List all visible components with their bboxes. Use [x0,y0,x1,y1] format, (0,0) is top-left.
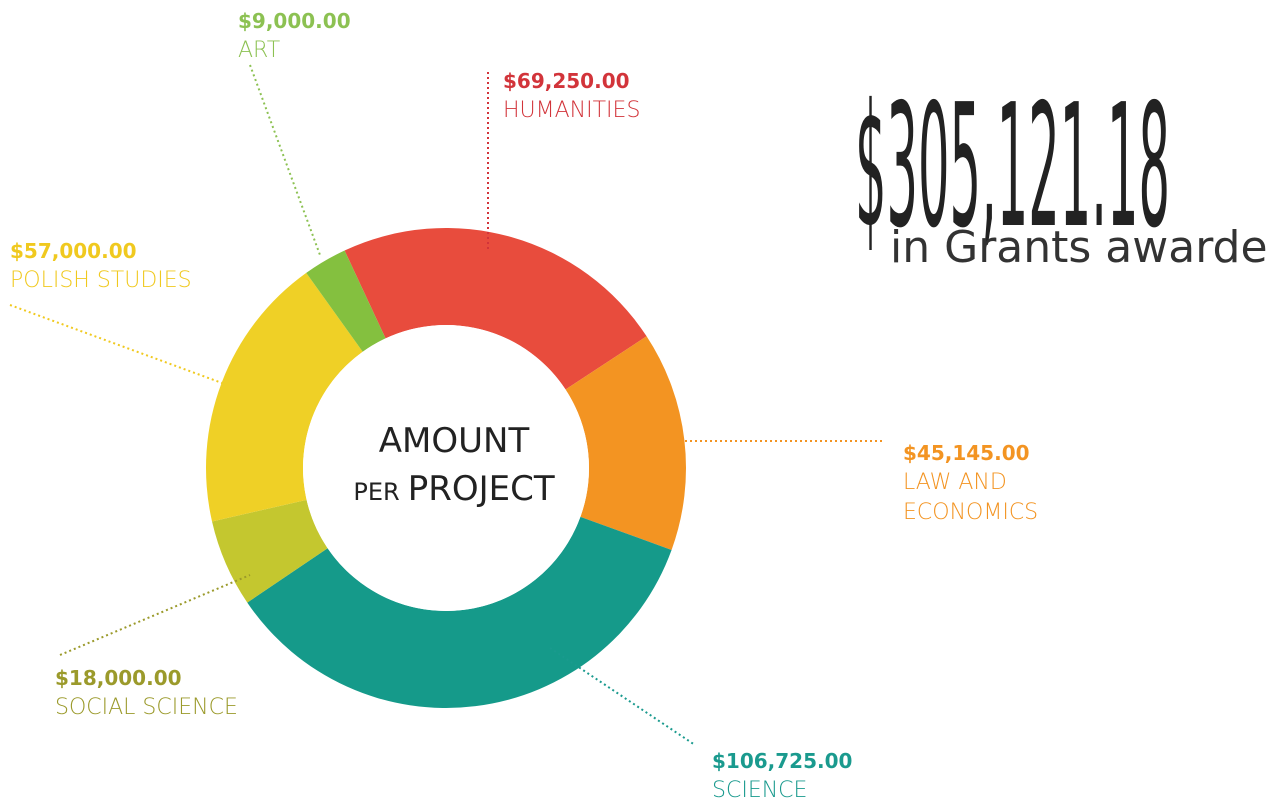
leader-line [249,64,321,256]
segment-label: $57,000.00 POLISH STUDIES [10,236,270,296]
segment-label: $45,145.00 LAW AND ECONOMICS [903,438,1073,528]
leader-line [549,647,696,746]
category-label: ART [238,38,281,63]
value-label: $18,000.00 [55,666,182,690]
donut-segment [205,272,363,522]
category-label: HUMANITIES [503,98,641,123]
donut-segment [565,336,686,550]
segment-label: $69,250.00 HUMANITIES [503,66,763,126]
value-label: $69,250.00 [503,69,630,93]
center-label-large: PROJECT [408,469,555,509]
total-caption: in Grants awarded [890,222,1269,273]
center-label: PER PROJECT [353,469,554,509]
total-amount: $305,121.18 [855,68,1170,266]
donut-segment [212,499,328,603]
donut-segment [344,228,647,390]
category-label: SCIENCE [712,778,808,803]
value-label: $57,000.00 [10,239,137,263]
category-label: POLISH STUDIES [10,268,192,293]
segment-label: $9,000.00 ART [238,6,438,66]
value-label: $9,000.00 [238,9,351,33]
segment-label: $18,000.00 SOCIAL SCIENCE [55,663,315,723]
leader-line [9,304,223,384]
value-label: $106,725.00 [712,749,853,773]
donut-segment [247,516,672,709]
center-label: AMOUNT [379,421,530,461]
category-label: LAW AND ECONOMICS [903,470,1039,525]
segment-label: $106,725.00 SCIENCE [712,746,912,806]
donut-hole [303,325,589,611]
center-label-small: PER [353,478,399,506]
value-label: $45,145.00 [903,441,1030,465]
category-label: SOCIAL SCIENCE [55,695,238,720]
donut-segment [306,250,386,352]
leader-line [59,574,251,656]
